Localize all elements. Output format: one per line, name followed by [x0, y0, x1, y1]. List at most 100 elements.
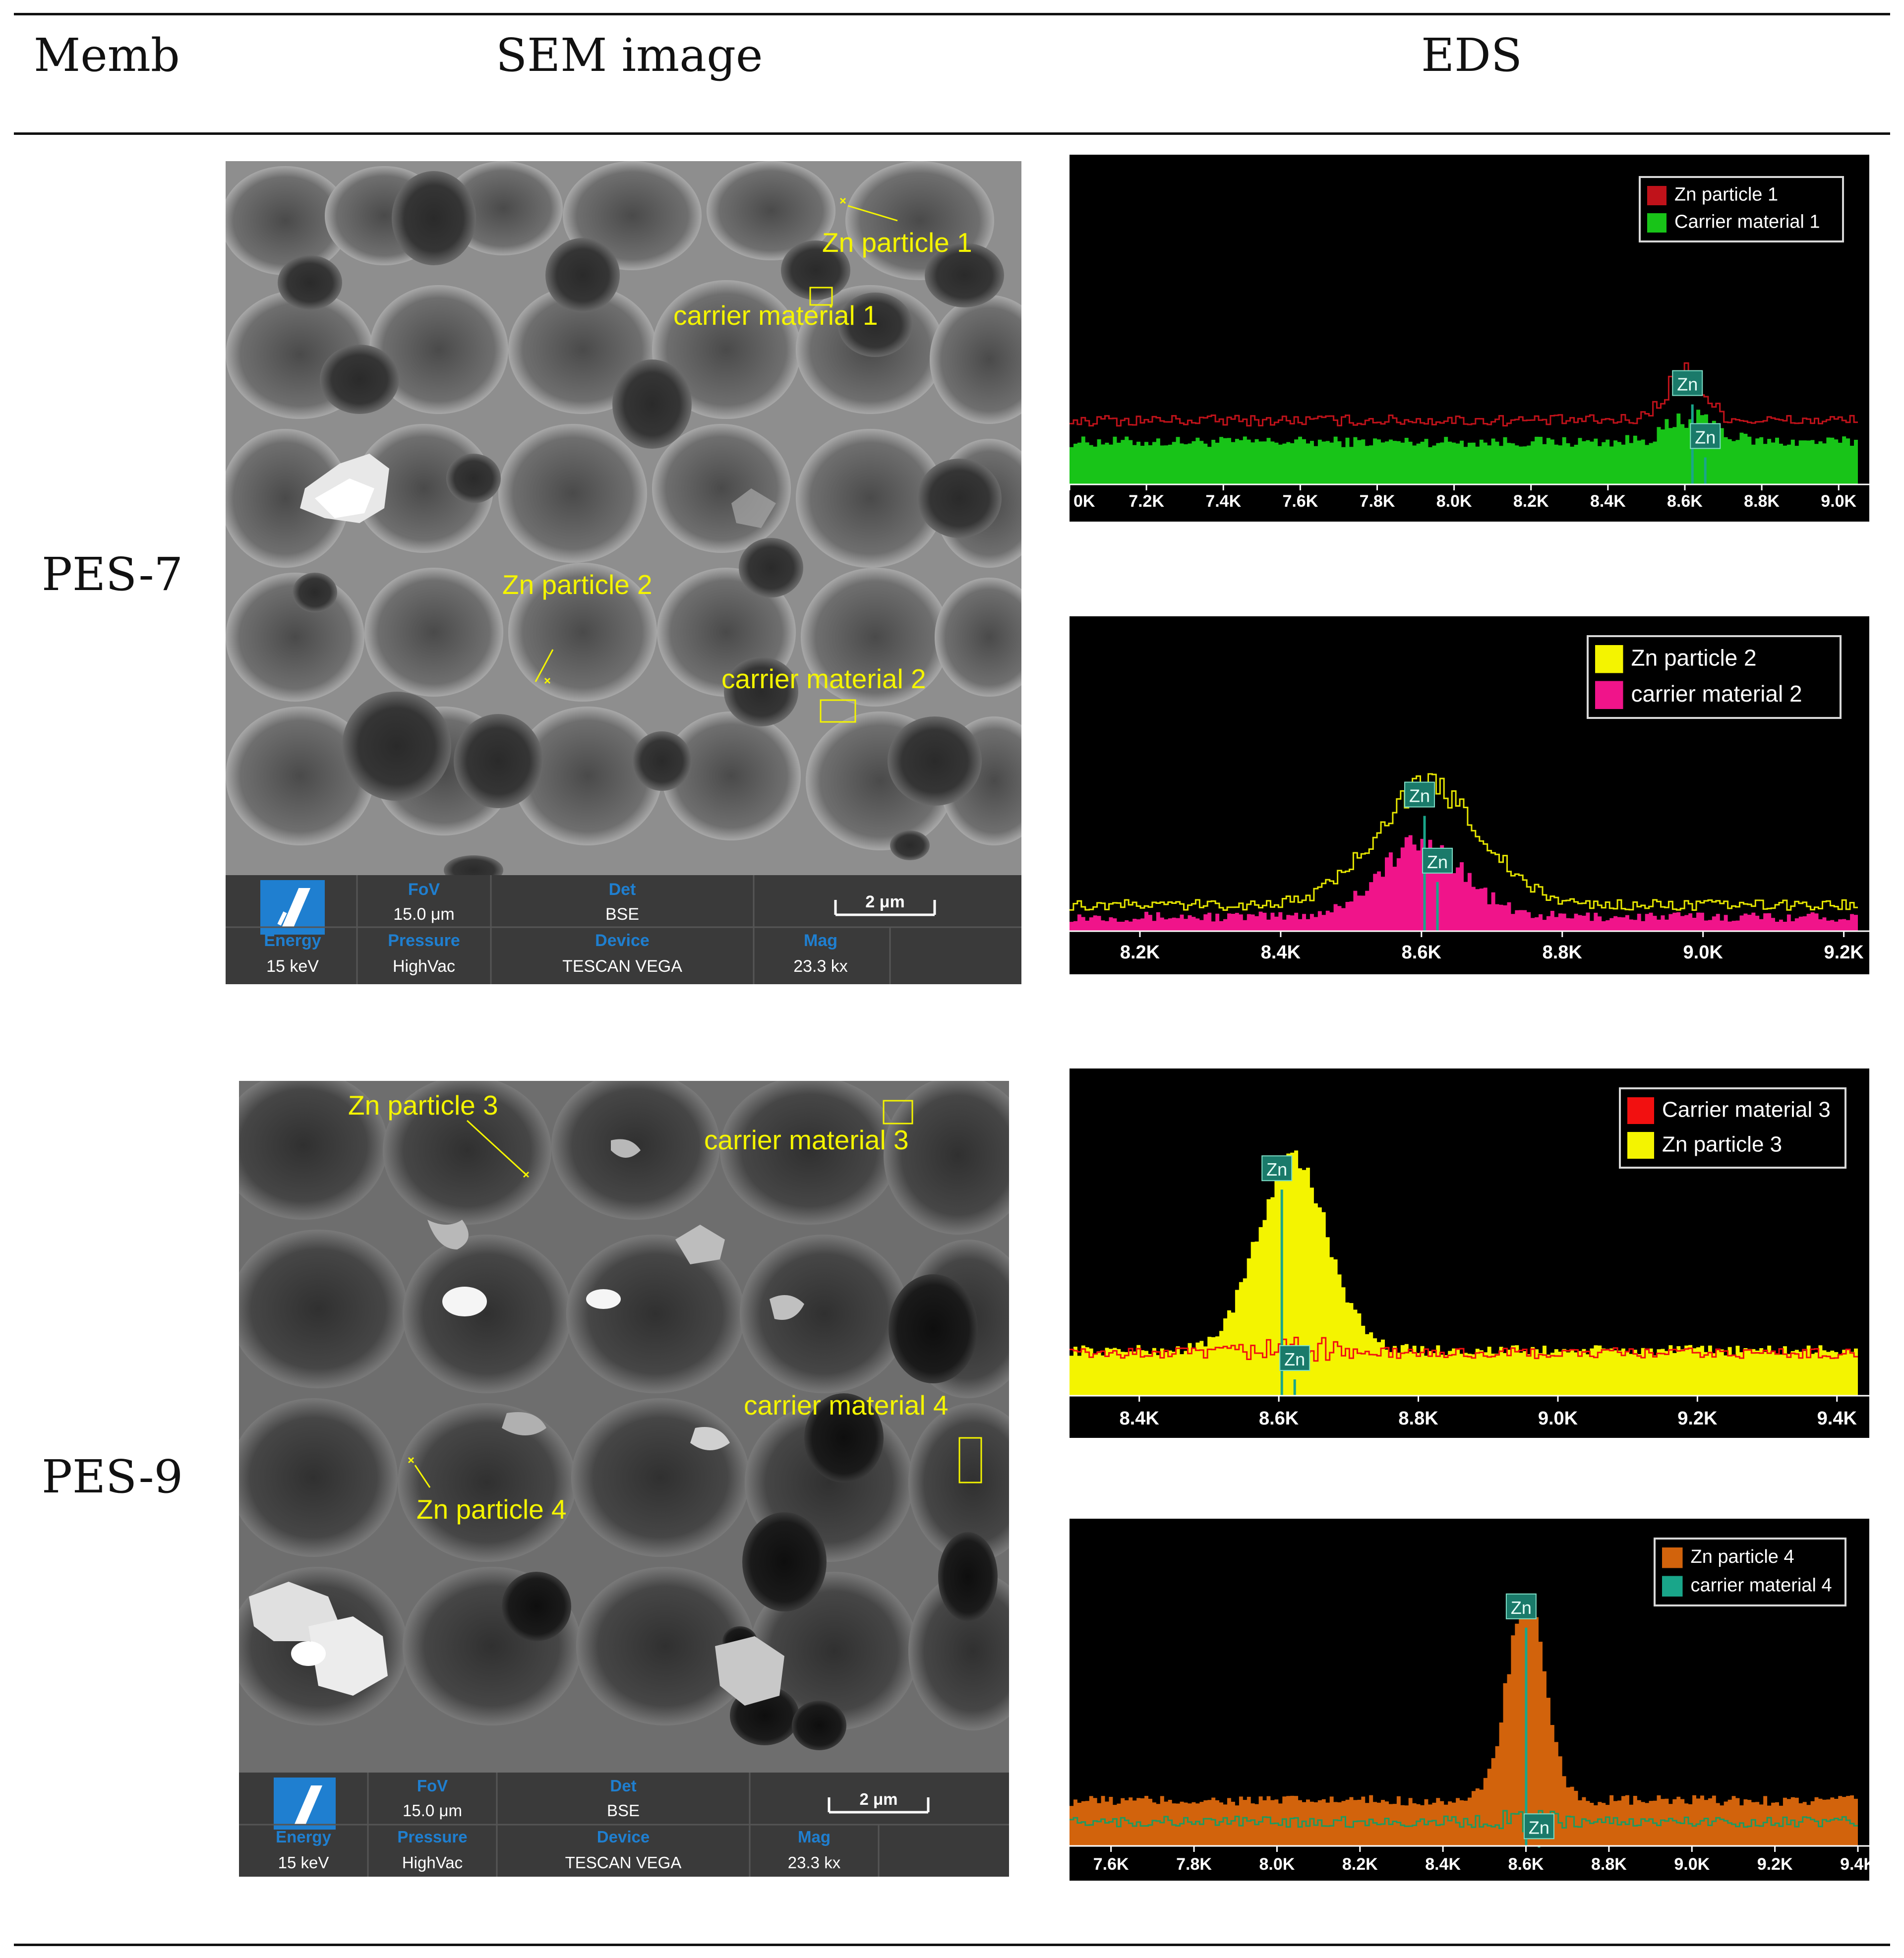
- eds-legend: Zn particle 4 carrier material 4: [1654, 1538, 1846, 1606]
- svg-text:Energy: Energy: [276, 1828, 332, 1846]
- svg-text:Pressure: Pressure: [397, 1828, 467, 1846]
- annotation-carrier-material-1: carrier material 1: [673, 300, 878, 331]
- zn-marker-box: [1261, 1155, 1293, 1182]
- svg-text:23.3 kx: 23.3 kx: [793, 957, 848, 976]
- x-tick-label: 9.4K: [1817, 1408, 1857, 1429]
- x-tick-label: 7.8K: [1360, 492, 1395, 511]
- svg-text:15 keV: 15 keV: [266, 957, 319, 976]
- legend-label: Zn particle 1: [1674, 184, 1778, 205]
- x-tick-label: 8.0K: [1436, 492, 1472, 511]
- eds-spectrum-1: Zn Zn 0K 7.2K 7.4K 7.6K 7.8K 8.0K 8.2K 8.4K 8.6K 8.…: [1069, 155, 1869, 522]
- x-tick-label: 9.2K: [1757, 1855, 1793, 1874]
- zn-marker-label: Zn: [1409, 786, 1430, 806]
- legend-swatch: [1595, 645, 1623, 673]
- zn-marker-box: [1404, 781, 1435, 808]
- svg-text:Device: Device: [595, 931, 650, 950]
- header-sem-image: SEM image: [496, 29, 763, 82]
- eds-series-carrier-material-3: [1070, 1337, 1858, 1362]
- eds-series-carrier-material-2: [1070, 835, 1858, 931]
- legend-label: Carrier material 3: [1662, 1098, 1831, 1122]
- scale-bar-label: 2 μm: [865, 892, 904, 911]
- zn-marker-box: [1672, 370, 1703, 396]
- header-eds: EDS: [1421, 29, 1522, 82]
- x-tick-label: 7.6K: [1282, 492, 1318, 511]
- eds-series-zn-particle-1: [1070, 362, 1858, 427]
- membrane-cells: [221, 161, 1049, 850]
- x-tick-label: 8.8K: [1543, 942, 1583, 963]
- sem-info-bar: FoV 15.0 μm Det BSE 2 μm Energy 15 keV P…: [239, 1773, 1009, 1877]
- annotation-zn-particle-4: Zn particle 4: [416, 1494, 567, 1525]
- svg-text:Device: Device: [597, 1828, 650, 1846]
- eds-series-zn-particle-4: [1070, 1594, 1858, 1846]
- annotation-marks: [535, 197, 898, 723]
- x-tick-label: 7.8K: [1176, 1855, 1212, 1874]
- x-tick-label: 7.6K: [1093, 1855, 1129, 1874]
- legend-label: carrier material 4: [1691, 1575, 1832, 1596]
- sem-image-pes7: Zn particle 1 carrier material 1 Zn part…: [221, 161, 1049, 984]
- x-tick-label: 8.4K: [1120, 1408, 1160, 1429]
- legend-swatch: [1627, 1132, 1654, 1159]
- svg-text:TESCAN VEGA: TESCAN VEGA: [562, 957, 682, 976]
- x-tick-label: 8.8K: [1744, 492, 1780, 511]
- legend-label: carrier material 2: [1631, 681, 1802, 707]
- x-tick-label: 7.4K: [1205, 492, 1241, 511]
- svg-text:15 keV: 15 keV: [278, 1853, 329, 1872]
- svg-text:HighVac: HighVac: [402, 1853, 463, 1872]
- x-tick-label: 8.4K: [1425, 1855, 1461, 1874]
- svg-text:BSE: BSE: [607, 1801, 640, 1820]
- zn-marker-label: Zn: [1511, 1598, 1532, 1618]
- eds-series-carrier-material-1: [1070, 410, 1858, 484]
- legend-swatch: [1627, 1097, 1654, 1124]
- x-tick-label: 8.0K: [1259, 1855, 1295, 1874]
- svg-text:Pressure: Pressure: [388, 931, 460, 950]
- x-tick-label: 8.6K: [1508, 1855, 1544, 1874]
- header-memb: Memb: [34, 29, 180, 82]
- x-tick-label: 8.2K: [1342, 1855, 1378, 1874]
- eds-spectrum-3: Zn Zn 8.4K 8.6K 8.8K 9.0K 9.2K 9.4K Carrier mate…: [1070, 1068, 1869, 1438]
- svg-text:Det: Det: [609, 880, 636, 899]
- legend-label: Zn particle 4: [1691, 1546, 1794, 1567]
- svg-text:HighVac: HighVac: [393, 957, 455, 976]
- annotation-carrier-material-3: carrier material 3: [704, 1125, 909, 1155]
- membrane-pores: [502, 1274, 998, 1750]
- zn-marker-label: Zn: [1284, 1349, 1305, 1369]
- annotation-zn-particle-2: Zn particle 2: [502, 569, 653, 600]
- svg-text:Energy: Energy: [264, 931, 321, 950]
- x-tick-label: 8.6K: [1667, 492, 1703, 511]
- sem-image-pes9: Zn particle 3 carrier material 3 carrier…: [219, 1071, 1037, 1877]
- bright-debris: [249, 1139, 804, 1706]
- eds-legend: Zn particle 2 carrier material 2: [1587, 635, 1842, 719]
- x-tick-label: 9.4K: [1840, 1855, 1869, 1874]
- x-tick-label: 8.2K: [1513, 492, 1549, 511]
- x-tick-label: 9.0K: [1821, 492, 1856, 511]
- zn-marker-label: Zn: [1695, 427, 1716, 447]
- eds-series-zn-particle-3: [1070, 1150, 1858, 1396]
- annotation-carrier-material-4: carrier material 4: [744, 1390, 949, 1421]
- legend-swatch: [1595, 681, 1623, 709]
- legend-swatch: [1662, 1547, 1683, 1568]
- x-tick-label: 7.2K: [1129, 492, 1164, 511]
- scale-bar-label: 2 μm: [859, 1790, 897, 1808]
- table-top-rule: [14, 13, 1890, 15]
- x-tick-label: 8.8K: [1398, 1408, 1438, 1429]
- zn-marker-box: [1690, 423, 1721, 449]
- svg-text:TESCAN VEGA: TESCAN VEGA: [565, 1853, 682, 1872]
- svg-text:Det: Det: [610, 1777, 636, 1795]
- zn-marker-box: [1523, 1813, 1554, 1839]
- zn-marker-box: [1505, 1593, 1537, 1619]
- svg-text:15.0 μm: 15.0 μm: [393, 905, 455, 924]
- x-tick-label: 8.6K: [1259, 1408, 1299, 1429]
- eds-spectrum-4: Zn Zn 7.6K 7.8K 8.0K 8.2K 8.4K 8.6K 8.8K 9.0K 9.2K…: [1070, 1519, 1876, 1881]
- x-tick-label: 8.4K: [1261, 942, 1301, 963]
- row-label-pes9: PES-9: [42, 1450, 183, 1503]
- svg-text:Mag: Mag: [804, 931, 837, 950]
- svg-text:FoV: FoV: [408, 880, 440, 899]
- zn-marker-box: [1279, 1345, 1310, 1371]
- svg-text:Mag: Mag: [798, 1828, 831, 1846]
- x-tick-label: 0K: [1073, 492, 1095, 511]
- eds-legend: Carrier material 3 Zn particle 3: [1619, 1087, 1846, 1169]
- row-label-pes7: PES-7: [42, 548, 183, 601]
- membrane-pores: [278, 171, 1004, 885]
- svg-text:23.3 kx: 23.3 kx: [788, 1853, 841, 1872]
- x-tick-label: 9.0K: [1683, 942, 1724, 963]
